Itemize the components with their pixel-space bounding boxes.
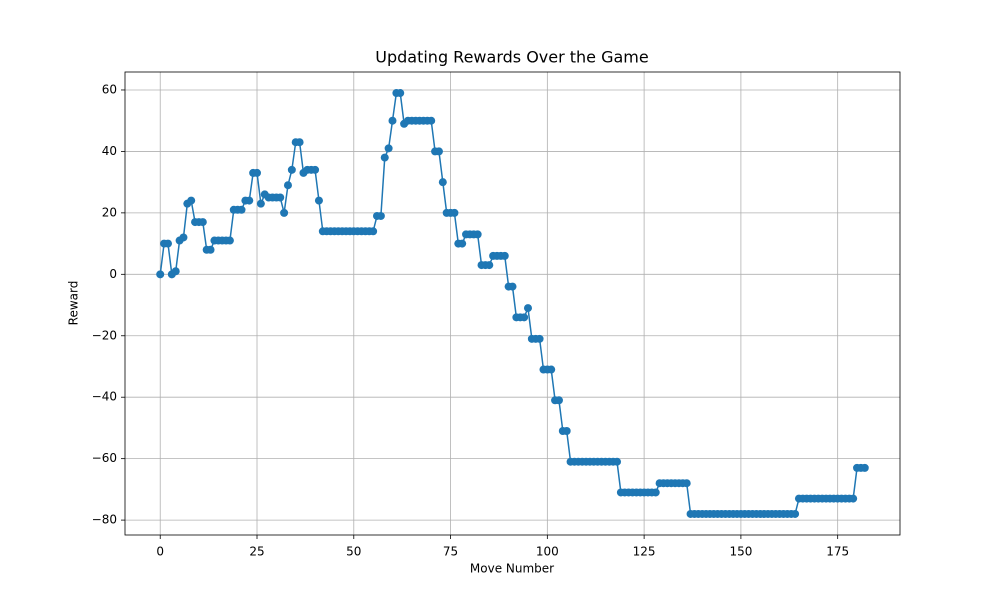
marker	[508, 282, 517, 291]
marker	[237, 205, 246, 214]
y-tick-label: −80	[92, 513, 117, 527]
marker	[225, 236, 234, 245]
marker	[369, 227, 378, 236]
x-tick-label: 150	[729, 545, 752, 559]
plot-frame	[124, 71, 901, 536]
marker	[276, 193, 285, 202]
marker	[245, 196, 254, 205]
x-tick-label: 25	[249, 545, 264, 559]
y-axis-label: Reward	[67, 281, 81, 326]
marker	[791, 509, 800, 518]
x-tick-label: 0	[156, 545, 164, 559]
marker	[311, 165, 320, 174]
marker	[283, 181, 292, 190]
marker	[384, 144, 393, 153]
y-tick-label: 40	[102, 144, 117, 158]
marker	[520, 313, 529, 322]
marker	[314, 196, 323, 205]
y-tick-label: −60	[92, 451, 117, 465]
marker	[613, 457, 622, 466]
marker	[206, 245, 215, 254]
line	[159, 92, 865, 515]
marker	[500, 251, 509, 260]
y-tick-label: −40	[92, 390, 117, 404]
marker	[651, 488, 660, 497]
marker	[849, 494, 858, 503]
marker	[427, 116, 436, 125]
x-tick-label: 75	[443, 545, 458, 559]
marker	[287, 165, 296, 174]
x-tick-label: 125	[633, 545, 656, 559]
marker	[198, 218, 207, 227]
y-tick-label: −20	[92, 328, 117, 342]
x-tick-label: 100	[536, 545, 559, 559]
marker	[554, 396, 563, 405]
marker	[535, 334, 544, 343]
marker	[280, 208, 289, 217]
marker	[450, 208, 459, 217]
marker	[523, 304, 532, 313]
marker	[163, 239, 172, 248]
marker	[547, 365, 556, 374]
marker	[376, 211, 385, 220]
y-tick-label: 20	[102, 205, 117, 219]
x-tick-label: 175	[826, 545, 849, 559]
chart-title: Updating Rewards Over the Game	[375, 48, 648, 67]
x-tick-label: 50	[346, 545, 361, 559]
marker	[179, 233, 188, 242]
marker	[380, 153, 389, 162]
marker	[434, 147, 443, 156]
marker	[682, 479, 691, 488]
marker	[396, 89, 405, 98]
marker	[860, 463, 869, 472]
marker	[187, 196, 196, 205]
marker	[485, 261, 494, 270]
marker	[438, 178, 447, 187]
marker	[171, 267, 180, 276]
marker	[256, 199, 265, 208]
marker	[473, 230, 482, 239]
marker	[562, 427, 571, 436]
x-axis-label: Move Number	[470, 562, 554, 576]
marker	[388, 116, 397, 125]
y-tick-label: 60	[102, 82, 117, 96]
marker	[295, 138, 304, 147]
marker	[253, 168, 262, 177]
marker	[156, 270, 165, 279]
marker	[458, 239, 467, 248]
y-tick-label: 0	[109, 267, 117, 281]
